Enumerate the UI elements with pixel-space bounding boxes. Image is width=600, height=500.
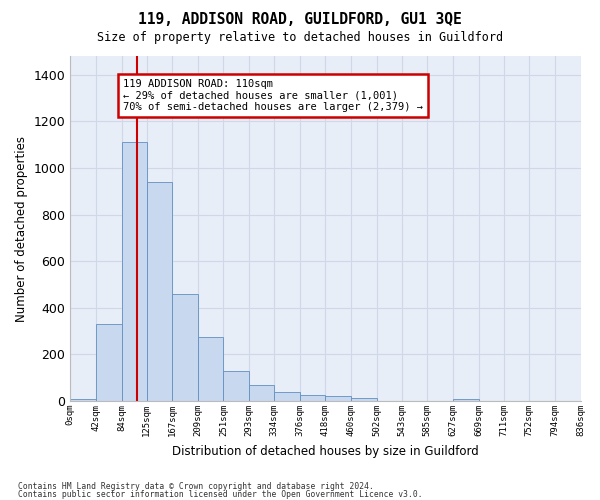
Bar (300, 396, 325, 401)
Bar (223, 371, 249, 401)
Bar (274, 392, 300, 401)
Bar (172, 294, 198, 401)
Text: Contains public sector information licensed under the Open Government Licence v3: Contains public sector information licen… (18, 490, 422, 499)
Text: 119, ADDISON ROAD, GUILDFORD, GU1 3QE: 119, ADDISON ROAD, GUILDFORD, GU1 3QE (138, 12, 462, 28)
Text: Contains HM Land Registry data © Crown copyright and database right 2024.: Contains HM Land Registry data © Crown c… (18, 482, 374, 491)
Bar (351, 398, 377, 401)
X-axis label: Distribution of detached houses by size in Guildford: Distribution of detached houses by size … (172, 444, 479, 458)
Bar (325, 396, 351, 401)
Y-axis label: Number of detached properties: Number of detached properties (15, 136, 28, 322)
Bar (122, 142, 146, 401)
Bar (70, 399, 96, 401)
Text: Size of property relative to detached houses in Guildford: Size of property relative to detached ho… (97, 31, 503, 44)
Bar (198, 337, 223, 401)
Bar (453, 399, 479, 401)
Text: 119 ADDISON ROAD: 110sqm
← 29% of detached houses are smaller (1,001)
70% of sem: 119 ADDISON ROAD: 110sqm ← 29% of detach… (123, 79, 423, 112)
Bar (249, 386, 274, 401)
Bar (96, 324, 122, 401)
Bar (146, 182, 172, 401)
